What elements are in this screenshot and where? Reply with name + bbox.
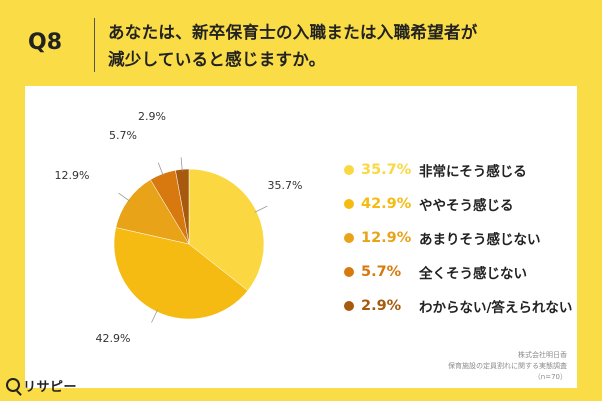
legend-dot <box>344 199 354 209</box>
legend-label: わからない/答えられない <box>419 300 573 316</box>
magnifier-icon <box>6 378 20 392</box>
footnote-sample-size: （n=70） <box>533 373 567 381</box>
brand-logo: リサピー <box>6 374 77 396</box>
question-header: Q8 あなたは、新卒保育士の入職または入職希望者が 減少していると感じますか。 <box>0 0 602 86</box>
footnote-survey: 保育施設の定員割れに関する実態調査 <box>448 362 567 370</box>
chart-card: 35.7% 42.9% 12.9% 5.7% 2.9% 35.7% 非常にそう感じる 4… <box>25 86 577 388</box>
question-number: Q8 <box>28 30 63 55</box>
pie-data-label: 42.9% <box>96 332 131 345</box>
legend-percent: 35.7% <box>361 162 412 178</box>
pie-data-label: 35.7% <box>268 179 303 192</box>
question-text-line1: あなたは、新卒保育士の入職または入職希望者が <box>108 23 478 42</box>
leader-line <box>151 309 158 323</box>
legend-label: ややそう感じる <box>419 198 514 214</box>
pie-chart: 35.7% 42.9% 12.9% 5.7%2.9% <box>55 110 303 345</box>
pie-data-labels: 35.7% 42.9% 12.9% 5.7%2.9% <box>55 110 303 345</box>
leader-line <box>118 192 131 202</box>
logo-text: リサピー <box>23 379 78 395</box>
pie-slices <box>113 168 265 320</box>
pie-data-label: 5.7% <box>109 129 137 142</box>
leader-line <box>180 157 183 172</box>
legend-percent: 2.9% <box>361 298 402 314</box>
legend-dot <box>344 267 354 277</box>
legend-item: 5.7% 全くそう感じない <box>344 260 527 284</box>
question-text-line2: 減少していると感じますか。 <box>108 50 326 69</box>
legend-percent: 42.9% <box>361 196 412 212</box>
legend-item: 42.9% ややそう感じる <box>344 192 514 216</box>
legend-label: 全くそう感じない <box>419 266 527 282</box>
legend-item: 12.9% あまりそう感じない <box>344 226 541 250</box>
header-divider <box>94 18 95 72</box>
legend-item: 35.7% 非常にそう感じる <box>344 158 527 182</box>
pie-data-label: 12.9% <box>55 169 90 182</box>
leader-line <box>157 162 164 176</box>
legend-percent: 12.9% <box>361 230 412 246</box>
legend-dot <box>344 165 354 175</box>
footnote-company: 株式会社明日香 <box>518 351 567 359</box>
legend-dot <box>344 233 354 243</box>
legend-percent: 5.7% <box>361 264 402 280</box>
legend-label: 非常にそう感じる <box>419 164 527 180</box>
legend-dot <box>344 301 354 311</box>
pie-leader-lines <box>118 157 268 323</box>
legend-label: あまりそう感じない <box>419 232 541 248</box>
pie-data-label: 2.9% <box>138 110 166 123</box>
question-text: あなたは、新卒保育士の入職または入職希望者が 減少していると感じますか。 <box>108 19 578 73</box>
legend-item: 2.9% わからない/答えられない <box>344 294 572 318</box>
source-footnote: 株式会社明日香 保育施設の定員割れに関する実態調査 （n=70） <box>448 350 567 383</box>
leader-line <box>254 205 268 213</box>
